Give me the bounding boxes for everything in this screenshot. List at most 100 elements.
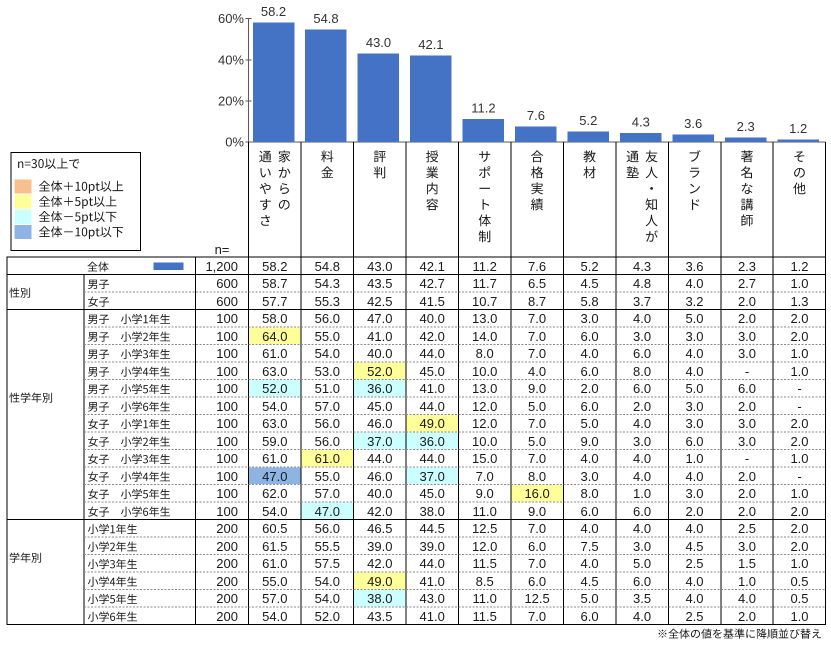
svg-text:7.0: 7.0 xyxy=(528,311,546,326)
svg-text:46.0: 46.0 xyxy=(367,416,392,431)
svg-text:1.0: 1.0 xyxy=(790,364,808,379)
svg-text:-: - xyxy=(797,469,801,484)
svg-text:54.0: 54.0 xyxy=(315,574,340,589)
svg-text:100: 100 xyxy=(216,311,238,326)
svg-text:4.0: 4.0 xyxy=(685,346,703,361)
svg-text:2.0: 2.0 xyxy=(738,609,756,624)
svg-text:39.0: 39.0 xyxy=(367,539,392,554)
svg-text:12.0: 12.0 xyxy=(472,416,497,431)
svg-text:58.2: 58.2 xyxy=(262,259,287,274)
svg-text:54.8: 54.8 xyxy=(315,259,340,274)
svg-text:41.5: 41.5 xyxy=(420,294,445,309)
svg-text:5.0: 5.0 xyxy=(528,434,546,449)
svg-text:600: 600 xyxy=(216,276,238,291)
svg-text:40.0: 40.0 xyxy=(420,311,445,326)
svg-text:54.0: 54.0 xyxy=(262,609,287,624)
svg-text:3.0: 3.0 xyxy=(738,416,756,431)
svg-text:100: 100 xyxy=(216,469,238,484)
svg-text:5.0: 5.0 xyxy=(581,591,599,606)
svg-text:56.0: 56.0 xyxy=(315,434,340,449)
svg-text:41.0: 41.0 xyxy=(420,609,445,624)
svg-text:2.5: 2.5 xyxy=(685,556,703,571)
svg-text:4.0: 4.0 xyxy=(633,521,651,536)
svg-text:200: 200 xyxy=(216,556,238,571)
svg-text:2.0: 2.0 xyxy=(685,504,703,519)
svg-text:1.0: 1.0 xyxy=(738,574,756,589)
svg-text:4.0: 4.0 xyxy=(738,591,756,606)
svg-text:44.0: 44.0 xyxy=(420,346,445,361)
svg-text:4.0: 4.0 xyxy=(581,346,599,361)
svg-text:4.5: 4.5 xyxy=(581,574,599,589)
svg-text:3.0: 3.0 xyxy=(633,434,651,449)
svg-text:5.2: 5.2 xyxy=(579,113,597,128)
svg-text:38.0: 38.0 xyxy=(367,591,392,606)
svg-text:46.0: 46.0 xyxy=(367,469,392,484)
svg-text:61.0: 61.0 xyxy=(262,451,287,466)
svg-text:60.5: 60.5 xyxy=(262,521,287,536)
svg-text:100: 100 xyxy=(216,486,238,501)
svg-text:39.0: 39.0 xyxy=(420,539,445,554)
svg-text:7.6: 7.6 xyxy=(527,108,545,123)
svg-text:8.0: 8.0 xyxy=(581,486,599,501)
svg-text:4.5: 4.5 xyxy=(685,539,703,554)
svg-text:4.0: 4.0 xyxy=(633,609,651,624)
svg-text:2.0: 2.0 xyxy=(790,311,808,326)
svg-text:3.0: 3.0 xyxy=(738,434,756,449)
svg-text:-: - xyxy=(797,381,801,396)
svg-text:1.5: 1.5 xyxy=(738,556,756,571)
svg-text:54.0: 54.0 xyxy=(315,346,340,361)
svg-text:2.0: 2.0 xyxy=(581,381,599,396)
svg-text:43.5: 43.5 xyxy=(367,609,392,624)
svg-text:11.0: 11.0 xyxy=(473,504,497,519)
svg-text:56.0: 56.0 xyxy=(315,416,340,431)
svg-text:38.0: 38.0 xyxy=(420,504,445,519)
svg-text:2.0: 2.0 xyxy=(790,539,808,554)
svg-text:2.0: 2.0 xyxy=(790,504,808,519)
svg-text:4.8: 4.8 xyxy=(633,276,651,291)
svg-text:57.7: 57.7 xyxy=(262,294,287,309)
svg-text:2.0: 2.0 xyxy=(633,399,651,414)
svg-text:11.7: 11.7 xyxy=(473,276,497,291)
svg-text:4.0: 4.0 xyxy=(633,469,651,484)
svg-text:3.5: 3.5 xyxy=(633,591,651,606)
svg-text:44.5: 44.5 xyxy=(420,521,445,536)
svg-text:43.0: 43.0 xyxy=(420,591,445,606)
svg-text:63.0: 63.0 xyxy=(262,416,287,431)
svg-text:2.0: 2.0 xyxy=(738,469,756,484)
svg-text:60%: 60% xyxy=(218,11,244,26)
svg-text:12.0: 12.0 xyxy=(472,399,497,414)
svg-text:45.0: 45.0 xyxy=(420,364,445,379)
svg-text:9.0: 9.0 xyxy=(476,486,494,501)
svg-text:55.0: 55.0 xyxy=(315,469,340,484)
svg-text:-: - xyxy=(797,399,801,414)
svg-text:44.0: 44.0 xyxy=(367,451,392,466)
svg-text:54.0: 54.0 xyxy=(262,504,287,519)
svg-text:36.0: 36.0 xyxy=(367,381,392,396)
svg-text:6.0: 6.0 xyxy=(633,574,651,589)
svg-text:61.0: 61.0 xyxy=(315,451,340,466)
svg-text:12.0: 12.0 xyxy=(472,539,497,554)
svg-text:100: 100 xyxy=(216,329,238,344)
svg-text:41.0: 41.0 xyxy=(420,381,445,396)
svg-text:3.0: 3.0 xyxy=(633,539,651,554)
svg-text:6.0: 6.0 xyxy=(528,539,546,554)
svg-text:4.0: 4.0 xyxy=(581,451,599,466)
svg-text:40.0: 40.0 xyxy=(367,486,392,501)
svg-text:3.0: 3.0 xyxy=(685,486,703,501)
svg-text:2.0: 2.0 xyxy=(738,504,756,519)
svg-text:2.0: 2.0 xyxy=(790,434,808,449)
svg-text:13.0: 13.0 xyxy=(472,311,497,326)
svg-text:5.2: 5.2 xyxy=(581,259,599,274)
svg-text:2.0: 2.0 xyxy=(790,416,808,431)
svg-text:54.8: 54.8 xyxy=(313,11,338,26)
svg-text:51.0: 51.0 xyxy=(315,381,340,396)
svg-text:8.5: 8.5 xyxy=(476,574,494,589)
svg-text:7.5: 7.5 xyxy=(581,539,599,554)
svg-text:3.0: 3.0 xyxy=(581,469,599,484)
svg-text:5.0: 5.0 xyxy=(581,416,599,431)
svg-text:11.0: 11.0 xyxy=(473,591,497,606)
svg-text:52.0: 52.0 xyxy=(315,609,340,624)
svg-text:2.0: 2.0 xyxy=(790,329,808,344)
svg-text:6.5: 6.5 xyxy=(528,276,546,291)
svg-text:58.0: 58.0 xyxy=(262,311,287,326)
